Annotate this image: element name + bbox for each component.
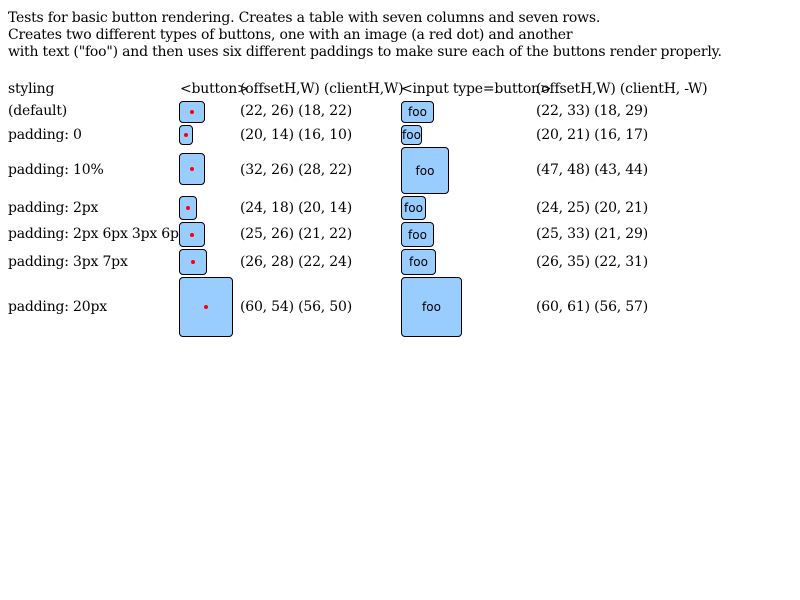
foo-input-button-label: foo — [404, 201, 423, 215]
foo-input-button[interactable]: foo — [401, 125, 422, 145]
red-dot-icon — [186, 206, 190, 210]
image-button[interactable] — [179, 101, 205, 123]
foo-input-button[interactable]: foo — [401, 249, 436, 275]
header-button: <button> — [180, 81, 249, 97]
header-styling: styling — [8, 81, 55, 97]
foo-input-button-label: foo — [415, 163, 435, 178]
table-header-row: styling <button> (offsetH,W) (clientH,W)… — [0, 81, 800, 99]
button-metrics: (32, 26) (28, 22) — [240, 162, 352, 178]
input-metrics: (26, 35) (22, 31) — [536, 254, 648, 270]
image-button[interactable] — [179, 249, 207, 275]
red-dot-icon — [190, 167, 194, 171]
row-styling: (default) — [8, 103, 68, 119]
header-input-metrics: (offsetH,W) (clientH, -W) — [536, 81, 708, 97]
table-row: padding: 2px 6px 3px 6px (25, 26) (21, 2… — [0, 221, 800, 247]
foo-input-button[interactable]: foo — [401, 196, 426, 220]
foo-input-button[interactable]: foo — [401, 147, 449, 194]
image-button[interactable] — [179, 277, 233, 337]
foo-input-button-label: foo — [409, 255, 428, 269]
table-row: padding: 3px 7px (26, 28) (22, 24) foo (… — [0, 248, 800, 276]
button-metrics: (22, 26) (18, 22) — [240, 103, 352, 119]
red-dot-icon — [184, 133, 188, 137]
input-metrics: (60, 61) (56, 57) — [536, 299, 648, 315]
row-styling: padding: 3px 7px — [8, 254, 128, 270]
input-metrics: (20, 21) (16, 17) — [536, 127, 648, 143]
image-button[interactable] — [179, 222, 205, 247]
button-metrics: (60, 54) (56, 50) — [240, 299, 352, 315]
row-styling: padding: 0 — [8, 127, 82, 143]
table-row: padding: 0 (20, 14) (16, 10) foo (20, 21… — [0, 124, 800, 146]
header-button-metrics: (offsetH,W) (clientH,W) — [240, 81, 404, 97]
row-styling: padding: 20px — [8, 299, 107, 315]
button-metrics: (20, 14) (16, 10) — [240, 127, 352, 143]
red-dot-icon — [191, 260, 195, 264]
input-metrics: (47, 48) (43, 44) — [536, 162, 648, 178]
table-row: padding: 20px (60, 54) (56, 50) foo (60,… — [0, 276, 800, 338]
image-button[interactable] — [179, 196, 197, 220]
foo-input-button[interactable]: foo — [401, 101, 434, 123]
button-metrics: (25, 26) (21, 22) — [240, 226, 352, 242]
foo-input-button[interactable]: foo — [401, 222, 434, 247]
row-styling: padding: 2px — [8, 200, 99, 216]
foo-input-button[interactable]: foo — [401, 277, 462, 337]
input-metrics: (24, 25) (20, 21) — [536, 200, 648, 216]
red-dot-icon — [190, 110, 194, 114]
image-button[interactable] — [179, 153, 205, 185]
red-dot-icon — [190, 233, 194, 237]
button-metrics: (24, 18) (20, 14) — [240, 200, 352, 216]
foo-input-button-label: foo — [408, 105, 427, 119]
description-line-3: with text ("foo") and then uses six diff… — [8, 44, 722, 60]
foo-input-button-label: foo — [402, 128, 421, 142]
description-line-2: Creates two different types of buttons, … — [8, 27, 573, 43]
table-row: padding: 10% (32, 26) (28, 22) foo (47, … — [0, 146, 800, 194]
button-metrics: (26, 28) (22, 24) — [240, 254, 352, 270]
foo-input-button-label: foo — [408, 227, 427, 242]
row-styling: padding: 2px 6px 3px 6px — [8, 226, 187, 242]
image-button[interactable] — [179, 125, 193, 145]
row-styling: padding: 10% — [8, 162, 104, 178]
test-description: Tests for basic button rendering. Create… — [8, 10, 722, 61]
description-line-1: Tests for basic button rendering. Create… — [8, 10, 601, 26]
input-metrics: (25, 33) (21, 29) — [536, 226, 648, 242]
red-dot-icon — [204, 305, 208, 309]
header-input: <input type=button> — [401, 81, 552, 97]
input-metrics: (22, 33) (18, 29) — [536, 103, 648, 119]
table-row: (default) (22, 26) (18, 22) foo (22, 33)… — [0, 100, 800, 124]
table-row: padding: 2px (24, 18) (20, 14) foo (24, … — [0, 195, 800, 221]
foo-input-button-label: foo — [422, 300, 441, 314]
